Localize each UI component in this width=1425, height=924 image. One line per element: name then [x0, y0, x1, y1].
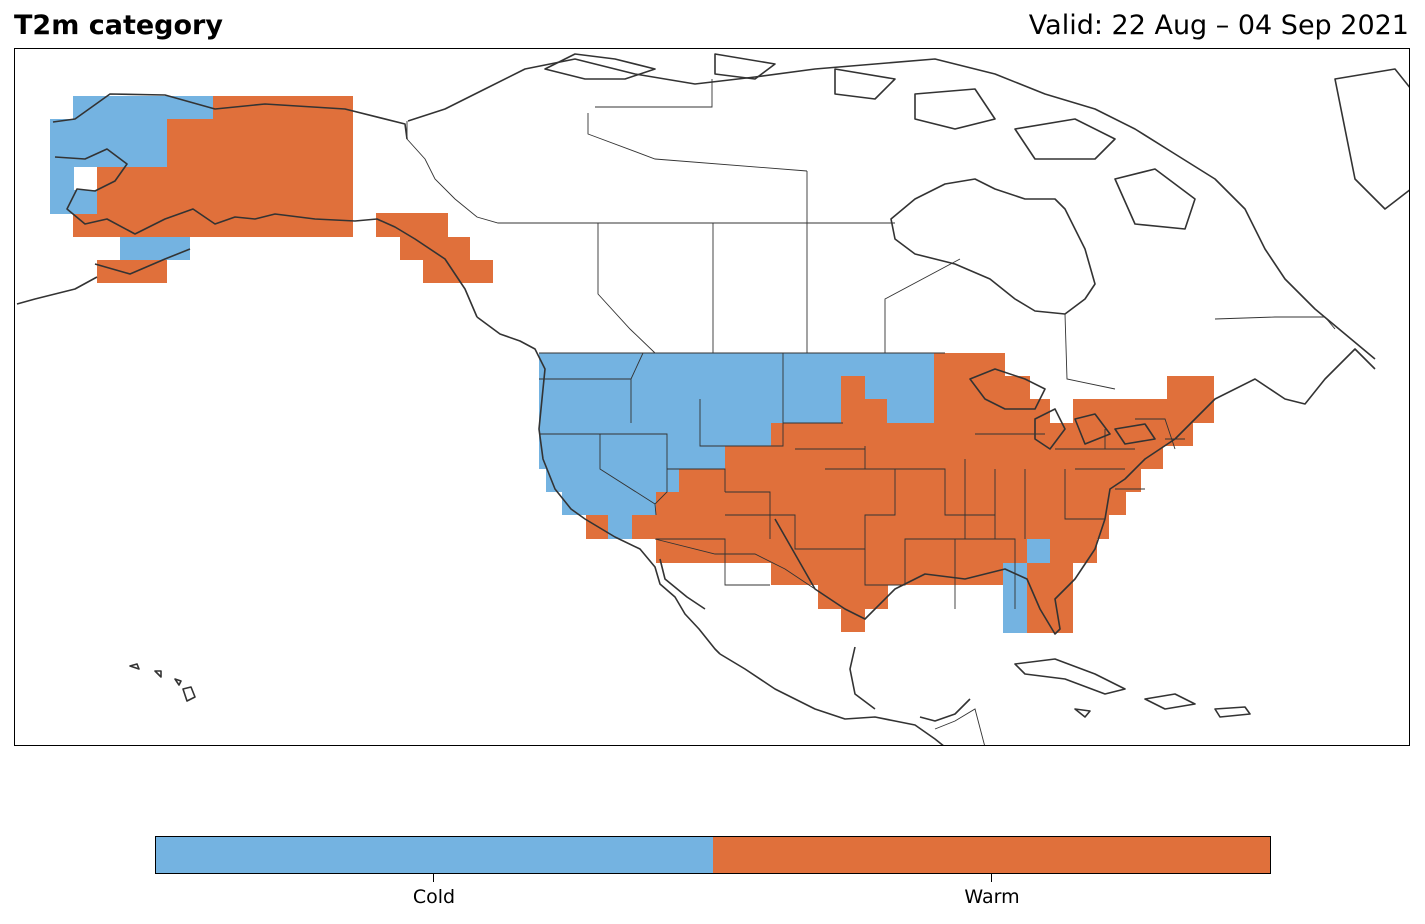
border [587, 79, 808, 172]
coastline [16, 248, 191, 305]
cold-cell [887, 399, 934, 423]
warm-cell [771, 563, 1003, 585]
border [1214, 316, 1336, 330]
cold-cell [73, 96, 213, 120]
warm-cell [934, 376, 1030, 399]
coastline [719, 646, 971, 745]
valid-date-range: Valid: 22 Aug – 04 Sep 2021 [1028, 10, 1409, 41]
north-america-map [16, 53, 1409, 745]
warm-cell [1027, 563, 1073, 633]
t2m-category-cells [50, 96, 1214, 633]
cold-cell [546, 469, 721, 492]
map-panel [14, 48, 1410, 746]
cold-cell [50, 119, 167, 167]
warm-cell [97, 167, 213, 190]
coastline [52, 93, 478, 318]
cold-cell [1027, 539, 1050, 563]
border [934, 708, 985, 745]
coastline [129, 663, 196, 702]
warm-cell [679, 469, 1141, 492]
lake-outline [969, 368, 1156, 450]
coastline [476, 316, 721, 655]
warm-cell [97, 190, 213, 237]
coastlines-and-borders [16, 53, 1409, 745]
border [864, 433, 1145, 609]
warm-cell [167, 119, 213, 167]
colorbar-label-cold: Cold [412, 886, 456, 908]
warm-cell [865, 399, 887, 423]
warm-cell [1167, 376, 1214, 399]
warm-cell [771, 423, 1193, 446]
category-colorbar [155, 836, 1271, 874]
warm-cell [841, 609, 865, 632]
warm-cell [934, 353, 1005, 376]
coastline [544, 53, 1409, 230]
border [539, 352, 843, 505]
warm-cell [656, 539, 1027, 563]
colorbar-tick [991, 874, 992, 882]
cold-cell [539, 353, 843, 423]
warm-cell [841, 376, 865, 423]
warm-cell [423, 260, 493, 283]
warm-cell [632, 515, 1109, 539]
colorbar-tick [433, 874, 434, 882]
warm-cell [376, 213, 448, 237]
warm-cell [656, 492, 1126, 515]
cold-cell [843, 353, 936, 376]
warm-cell [1050, 539, 1097, 563]
border [654, 446, 995, 586]
cold-cell [562, 492, 656, 515]
warm-cell [725, 446, 1163, 469]
coastline [890, 178, 1096, 315]
border [654, 538, 846, 610]
warm-cell [213, 96, 353, 237]
colorbar-label-warm: Warm [964, 886, 1020, 908]
warm-cell [400, 237, 470, 260]
colorbar-segment-cold [156, 837, 713, 873]
border [406, 121, 895, 224]
warm-cell [818, 585, 888, 609]
cold-cell [120, 237, 190, 260]
map-title: T2m category [14, 10, 223, 41]
coastline [1014, 658, 1251, 718]
coastline [774, 348, 1376, 635]
border [539, 171, 1116, 390]
political-borders [406, 79, 1336, 745]
coastline [407, 58, 1376, 360]
cold-cell [865, 376, 936, 399]
border [1104, 418, 1185, 450]
colorbar-segment-warm [713, 837, 1270, 873]
